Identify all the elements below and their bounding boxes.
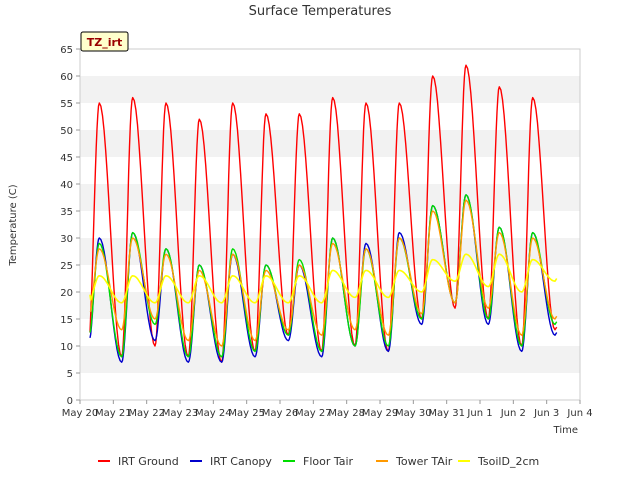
y-tick-label: 15 (60, 315, 73, 326)
y-tick-label: 25 (60, 261, 73, 272)
x-tick-label: May 26 (262, 408, 299, 419)
legend-item-irt-ground: IRT Ground (98, 455, 179, 468)
y-tick-label: 40 (60, 180, 73, 191)
series-line-tsoild-2cm (89, 253, 558, 304)
grid-band (80, 76, 580, 103)
series-line-tower-tair (89, 199, 558, 347)
site-tag-text: TZ_irt (87, 36, 122, 49)
legend-label: Tower TAir (395, 455, 453, 468)
y-tick-label: 10 (60, 342, 73, 353)
y-tick-label: 0 (67, 396, 73, 407)
x-tick-label: May 29 (362, 408, 399, 419)
site-tag: TZ_irt (80, 31, 129, 52)
series-layer (89, 64, 558, 363)
legend: IRT Ground IRT Canopy Floor Tair Tower TAir… (98, 455, 539, 468)
x-tick-label: May 21 (95, 408, 132, 419)
y-axis: 0 5 10 15 20 25 30 35 40 45 50 55 60 65 (60, 45, 80, 407)
legend-item-irt-canopy: IRT Canopy (190, 455, 272, 468)
legend-item-floor-tair: Floor Tair (283, 455, 354, 468)
grid-band (80, 49, 580, 76)
y-tick-label: 20 (60, 288, 73, 299)
legend-label: TsoilD_2cm (477, 455, 539, 468)
y-tick-label: 45 (60, 153, 73, 164)
legend-item-tower-tair: Tower TAir (376, 455, 453, 468)
legend-label: Floor Tair (303, 455, 354, 468)
legend-label: IRT Canopy (210, 455, 272, 468)
x-tick-label: May 28 (328, 408, 365, 419)
grid-band (80, 184, 580, 211)
chart-title: Surface Temperatures (249, 4, 392, 19)
grid-band (80, 346, 580, 373)
grid-band (80, 292, 580, 319)
x-tick-label: May 22 (128, 408, 165, 419)
x-tick-label: May 20 (62, 408, 99, 419)
y-tick-label: 30 (60, 234, 73, 245)
y-tick-label: 65 (60, 45, 73, 56)
y-tick-label: 5 (67, 369, 73, 380)
grid-band (80, 157, 580, 184)
grid-band (80, 211, 580, 238)
grid-band (80, 265, 580, 292)
x-tick-label: May 24 (195, 408, 232, 419)
x-tick-label: Jun 3 (533, 408, 559, 419)
legend-label: IRT Ground (118, 455, 179, 468)
grid-bands (80, 49, 580, 400)
y-tick-label: 55 (60, 99, 73, 110)
x-tick-label: May 27 (295, 408, 332, 419)
x-tick-label: Jun 2 (500, 408, 526, 419)
y-tick-label: 60 (60, 72, 73, 83)
y-tick-label: 50 (60, 126, 73, 137)
x-tick-label: May 25 (228, 408, 265, 419)
x-tick-label: May 23 (162, 408, 199, 419)
legend-item-tsoild-2cm: TsoilD_2cm (458, 455, 539, 468)
x-tick-label: May 31 (428, 408, 465, 419)
plot-frame (79, 48, 581, 401)
x-tick-label: Jun 4 (566, 408, 592, 419)
site-tag-box (80, 31, 129, 52)
grid-band (80, 319, 580, 346)
grid-band (80, 373, 580, 400)
x-axis-label: Time (553, 425, 578, 436)
x-tick-label: May 30 (395, 408, 432, 419)
y-axis-label: Temperature (C) (8, 184, 19, 266)
x-tick-label: Jun 1 (466, 408, 492, 419)
y-tick-label: 35 (60, 207, 73, 218)
